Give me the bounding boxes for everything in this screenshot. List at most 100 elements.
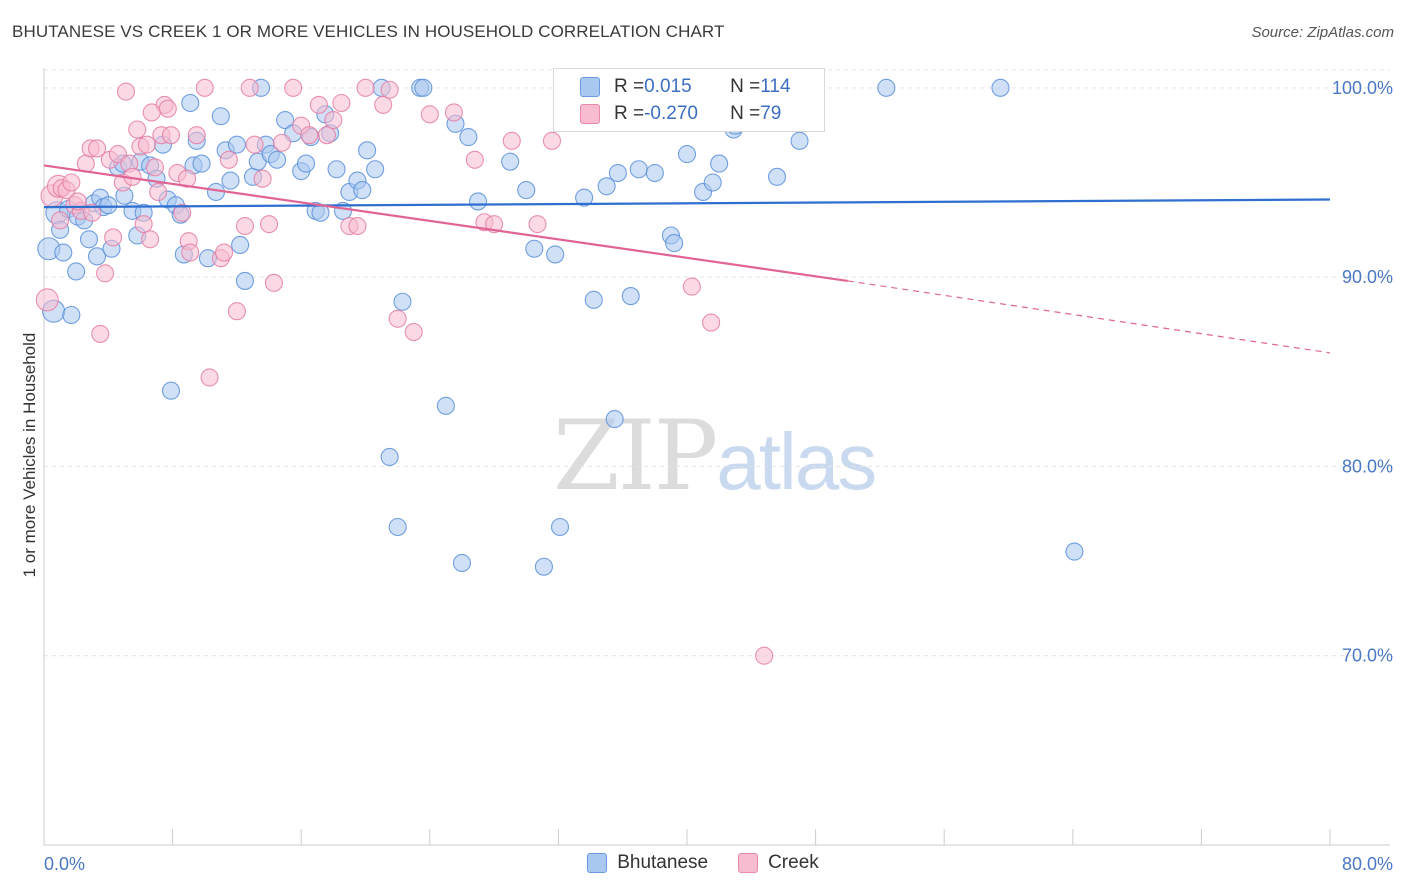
creek-swatch (580, 104, 600, 124)
bhutanese-point (645, 163, 664, 183)
bhutanese-point (608, 163, 627, 183)
creek-point (272, 133, 291, 152)
bhutanese-point (380, 447, 399, 467)
creek-point (137, 135, 156, 154)
creek-point (253, 169, 272, 188)
creek-point (181, 243, 200, 262)
bhutanese-point (333, 201, 353, 220)
legend-label: Creek (768, 852, 819, 873)
creek-point (356, 78, 375, 97)
bhutanese-point (468, 192, 488, 211)
legend-label: Bhutanese (617, 852, 709, 873)
series-legend: Bhutanese Creek (0, 852, 1406, 874)
y-tick-label: 70.0% (1342, 646, 1393, 666)
creek-point (83, 203, 102, 222)
creek-point (309, 95, 328, 114)
bhutanese-point (235, 271, 254, 290)
bhutanese-point (227, 135, 246, 154)
creek-point (264, 273, 283, 292)
bhutanese-point (79, 230, 99, 249)
bhutanese-point (597, 177, 616, 196)
bhutanese-point (550, 517, 570, 537)
creek-point (68, 192, 87, 211)
creek-point (388, 309, 407, 328)
bhutanese-point (393, 292, 412, 311)
stats-row-creek: R = -0.270 N = 79 (580, 101, 781, 127)
bhutanese-point (767, 167, 787, 186)
r-value: -0.270 (644, 103, 698, 124)
bhutanese-point (517, 181, 536, 200)
creek-point (173, 203, 192, 222)
bhutanese-point (991, 78, 1010, 97)
bhutanese-point (710, 154, 729, 173)
n-value: 79 (760, 103, 782, 124)
creek-point (332, 93, 351, 113)
bhutanese-swatch (580, 77, 600, 97)
creek-point (104, 228, 123, 247)
bhutanese-point (327, 160, 346, 179)
creek-point (542, 131, 562, 150)
creek-point (161, 126, 181, 145)
bhutanese-point (62, 305, 81, 325)
creek-swatch (738, 853, 759, 873)
bhutanese-point (525, 239, 544, 258)
bhutanese-point (388, 517, 407, 537)
creek-point (485, 215, 504, 234)
creek-point (227, 302, 246, 321)
creek-point (128, 120, 147, 139)
creek-point (62, 173, 81, 192)
bhutanese-point (67, 262, 86, 281)
bhutanese-point (665, 234, 684, 253)
watermark-zip: ZIP (553, 400, 718, 512)
y-tick-label: 80.0% (1342, 456, 1393, 476)
legend-item-creek[interactable]: Creek (738, 852, 819, 874)
n-value: 114 (760, 76, 791, 97)
creek-point (374, 95, 393, 114)
creek-point (141, 230, 160, 249)
bhutanese-point (605, 410, 624, 429)
bhutanese-point (501, 152, 520, 171)
bhutanese-point (534, 557, 553, 576)
bhutanese-point (459, 128, 478, 147)
bhutanese-point (54, 243, 73, 262)
creek-point (149, 182, 168, 202)
creek-point (235, 216, 254, 236)
bhutanese-point (192, 154, 211, 173)
creek-point (145, 158, 164, 177)
stats-row-bhutanese: R = 0.015 N = 114 (580, 74, 791, 100)
creek-point (245, 135, 264, 154)
creek-trend-line (43, 164, 848, 283)
x-tick-label: 80.0% (1342, 854, 1393, 874)
creek-point (158, 99, 177, 118)
stats-legend: R = 0.015 N = 114 R = -0.270 N = 79 (553, 68, 825, 132)
chart-title: BHUTANESE VS CREEK 1 OR MORE VEHICLES IN… (12, 22, 725, 41)
n-label: N = (730, 76, 761, 97)
creek-point (134, 215, 153, 234)
bhutanese-point (677, 145, 697, 164)
creek-point (87, 139, 107, 158)
creek-point (420, 105, 439, 124)
creek-point (502, 131, 521, 150)
creek-point (35, 288, 59, 312)
bhutanese-point (358, 141, 377, 160)
creek-point (200, 368, 219, 387)
bhutanese-point (703, 173, 722, 192)
bhutanese-point (276, 110, 295, 130)
x-tick-label: 0.0% (44, 854, 85, 874)
bhutanese-point (1065, 542, 1084, 561)
legend-item-bhutanese[interactable]: Bhutanese (587, 852, 708, 874)
bhutanese-point (221, 171, 240, 190)
creek-point (317, 126, 336, 145)
y-tick-label: 100.0% (1332, 78, 1393, 98)
y-tick-label: 90.0% (1342, 267, 1393, 287)
creek-point (380, 80, 399, 99)
bhutanese-point (414, 78, 433, 97)
creek-point (240, 78, 259, 97)
creek-point (51, 211, 70, 230)
creek-point (142, 103, 161, 122)
bhutanese-point (877, 78, 896, 97)
creek-point (116, 82, 136, 101)
creek-point (195, 78, 214, 97)
watermark-atlas: atlas (716, 417, 877, 506)
r-label: R = (614, 76, 645, 97)
